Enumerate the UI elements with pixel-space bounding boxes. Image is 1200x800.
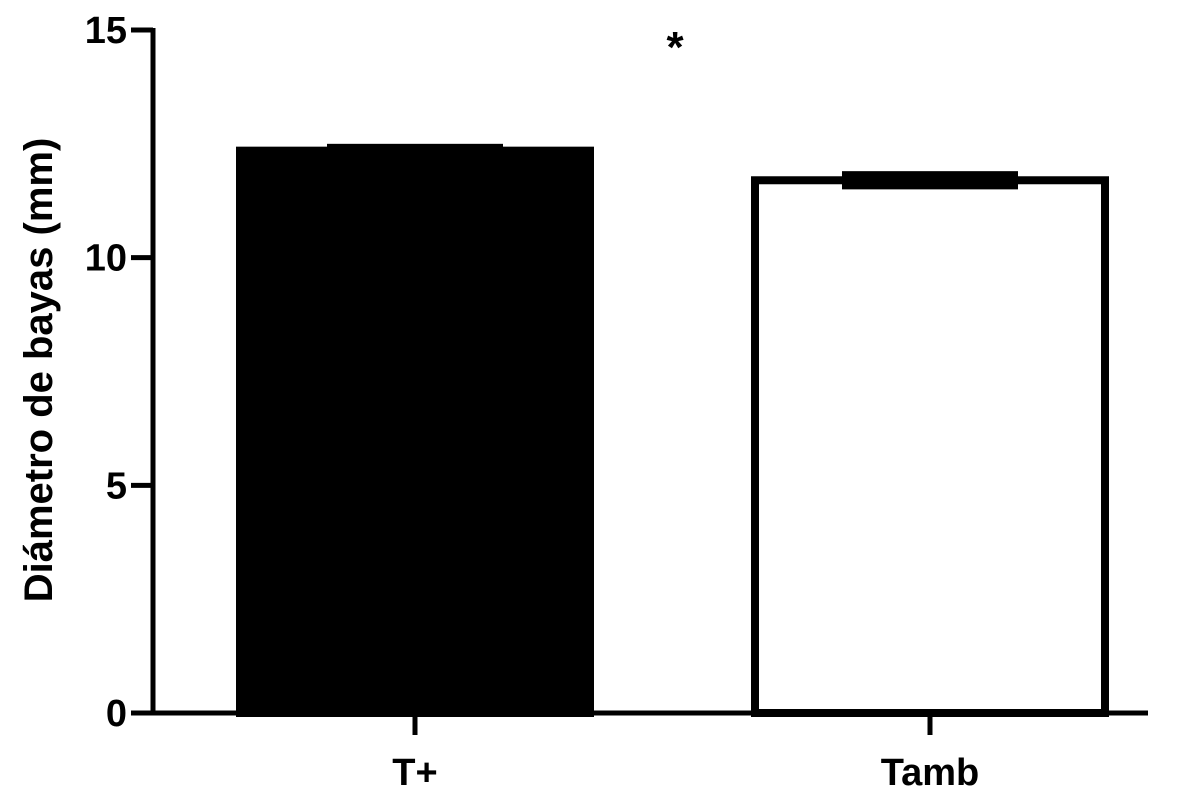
bar-t- — [236, 146, 594, 717]
y-tick-label-10: 10 — [85, 238, 127, 280]
bar-tamb — [751, 176, 1109, 717]
plot-area: T+ Tamb 0 5 10 15 — [85, 10, 1148, 794]
y-tick-label-5: 5 — [106, 465, 127, 507]
y-tick-label-15: 15 — [85, 10, 127, 52]
x-tick-label-tamb: Tamb — [881, 752, 980, 794]
x-tick-label-t-: T+ — [392, 752, 437, 794]
error-bar-tamb — [842, 171, 1018, 190]
y-axis-title: Diámetro de bayas (mm) — [17, 138, 61, 603]
significance-annotation: * — [666, 23, 684, 72]
error-bar-t- — [327, 143, 503, 158]
y-tick-label-0: 0 — [106, 693, 127, 735]
